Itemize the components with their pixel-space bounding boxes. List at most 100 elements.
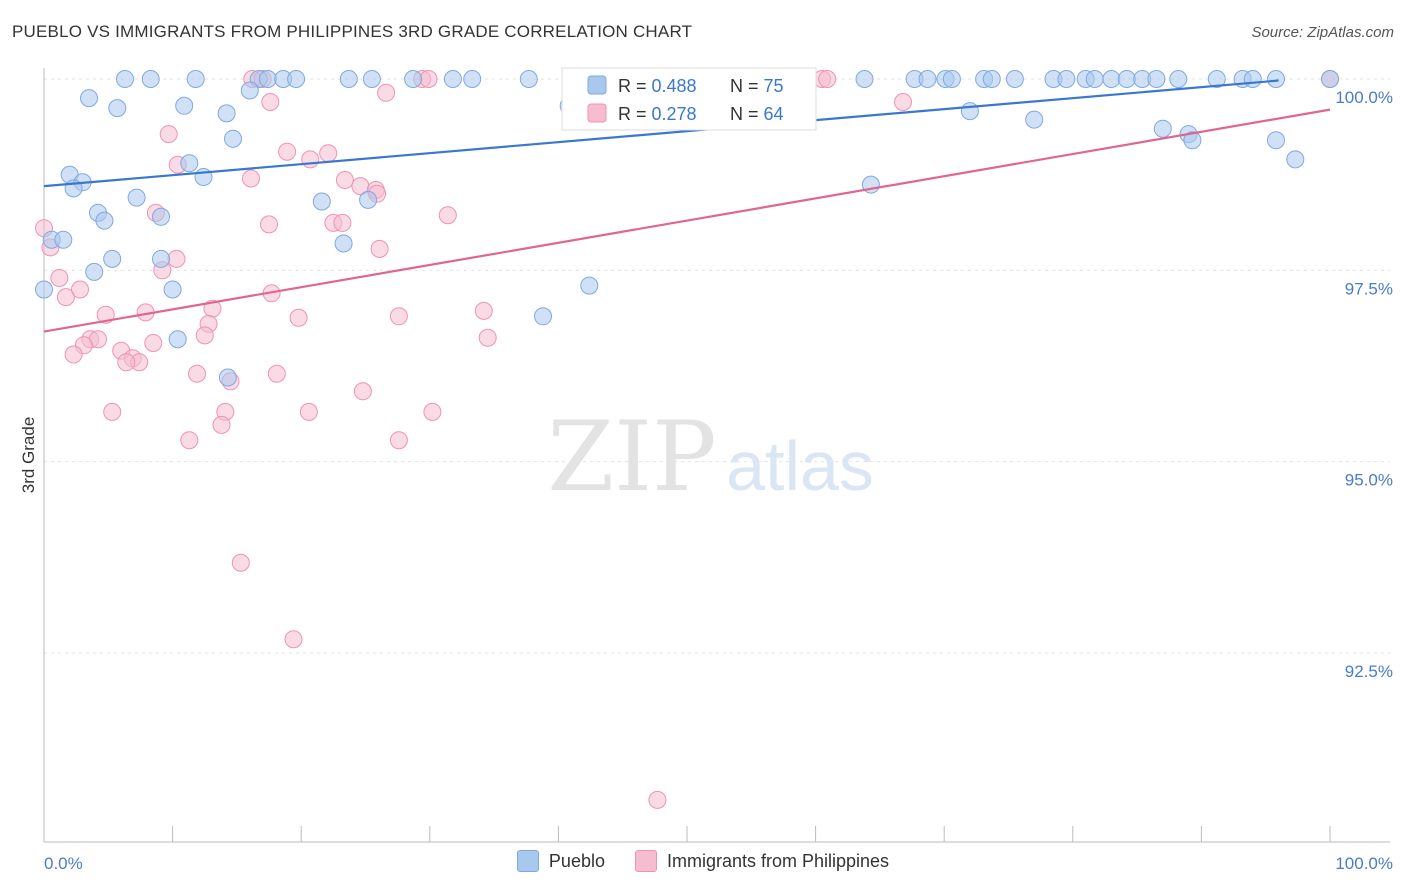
pueblo-point xyxy=(960,102,979,121)
legend-swatch-pueblo xyxy=(516,850,539,872)
immigrants-point xyxy=(96,305,115,324)
x-tick-label: 100.0% xyxy=(1335,854,1393,873)
pueblo-point xyxy=(240,81,259,100)
stats-box: R = 0.488 N = 75 R = 0.278 N = 64 xyxy=(561,67,817,131)
pueblo-point xyxy=(1169,70,1188,88)
immigrants-point xyxy=(231,553,250,572)
stats-r-label: R = xyxy=(618,104,652,124)
stats-n-value: 75 xyxy=(764,76,784,96)
stats-n-label: N = xyxy=(730,104,764,124)
y-tick-label: 92.5% xyxy=(1345,662,1393,681)
pueblo-point xyxy=(1321,70,1339,88)
immigrants-point xyxy=(423,402,442,421)
pueblo-point xyxy=(1286,150,1305,169)
chart-title: PUEBLO VS IMMIGRANTS FROM PHILIPPINES 3R… xyxy=(12,22,693,41)
y-tick-label: 100.0% xyxy=(1335,88,1393,107)
y-tick-label: 95.0% xyxy=(1345,471,1393,490)
pueblo-point xyxy=(217,104,236,123)
pueblo-point xyxy=(1117,70,1136,88)
pueblo-point xyxy=(1005,70,1024,88)
legend: Pueblo Immigrants from Philippines xyxy=(0,850,1406,872)
immigrants-point xyxy=(377,83,396,102)
watermark-zip: ZIP xyxy=(547,401,716,513)
immigrants-point xyxy=(261,93,280,111)
immigrants-point xyxy=(389,307,408,326)
legend-label-immigrants: Immigrants from Philippines xyxy=(666,850,890,871)
pueblo-point xyxy=(1183,131,1202,150)
pueblo-point xyxy=(855,70,874,88)
immigrants-point xyxy=(167,249,186,268)
immigrants-point xyxy=(389,431,408,450)
pueblo-point xyxy=(519,70,538,88)
stats-swatch-immigrants xyxy=(587,103,607,123)
pueblo-point xyxy=(1267,70,1285,88)
trend-lines xyxy=(43,79,1331,333)
legend-swatch-immigrants xyxy=(634,850,657,872)
pueblo-point xyxy=(180,154,199,173)
pueblo-point xyxy=(163,280,182,299)
immigrants-point xyxy=(103,402,122,421)
immigrants-point xyxy=(212,415,231,434)
pueblo-point xyxy=(224,129,242,148)
svg-text:N = 64: N = 64 xyxy=(730,104,784,124)
pueblo-point xyxy=(85,262,104,281)
immigrants-point xyxy=(284,630,303,649)
pueblo-point xyxy=(918,70,937,88)
pueblo-point xyxy=(312,192,331,211)
pueblo-point xyxy=(152,249,170,268)
pueblo-point xyxy=(127,188,146,207)
pueblo-point xyxy=(116,70,134,88)
stats-swatch-pueblo xyxy=(587,75,607,95)
pueblo-trend-line xyxy=(43,79,1279,188)
legend-label-pueblo: Pueblo xyxy=(548,850,605,871)
stats-r-label: R = xyxy=(618,76,652,96)
immigrants-trend-line xyxy=(43,108,1331,333)
immigrants-point xyxy=(818,70,837,88)
stats-n-label: N = xyxy=(730,76,764,96)
pueblo-point xyxy=(1147,70,1166,88)
pueblo-point xyxy=(942,70,961,88)
pueblo-point xyxy=(141,70,160,88)
pueblo-point xyxy=(218,368,237,387)
immigrants-point xyxy=(648,790,667,809)
tick-labels: 100.0% 97.5% 95.0% 92.5% 0.0% 100.0% xyxy=(44,88,1393,873)
pueblo-point xyxy=(1267,131,1285,150)
legend-item-immigrants[interactable]: Immigrants from Philippines xyxy=(634,850,890,872)
immigrants-point xyxy=(242,169,260,188)
immigrants-point xyxy=(180,431,199,450)
pueblo-point xyxy=(168,330,187,349)
pueblo-point xyxy=(108,99,127,118)
immigrants-point xyxy=(353,382,372,401)
pueblo-point xyxy=(54,230,73,249)
svg-text:R = 0.278: R = 0.278 xyxy=(618,104,697,124)
watermark-atlas: atlas xyxy=(726,427,874,505)
immigrants-point xyxy=(335,171,354,189)
immigrants-point xyxy=(478,328,497,347)
immigrants-point xyxy=(260,215,278,234)
pueblo-point xyxy=(1085,70,1104,88)
pueblo-point xyxy=(334,234,353,253)
pueblo-point xyxy=(95,211,114,230)
legend-item-pueblo[interactable]: Pueblo xyxy=(516,850,605,872)
pueblo-point xyxy=(35,280,53,299)
immigrants-point xyxy=(71,280,89,299)
pueblo-point xyxy=(103,249,122,268)
pueblo-point xyxy=(1057,70,1076,88)
pueblo-point xyxy=(1207,70,1226,88)
immigrants-point xyxy=(50,269,69,287)
pueblo-point xyxy=(982,70,1001,88)
immigrants-point xyxy=(419,70,438,88)
watermark: ZIP atlas xyxy=(547,401,874,513)
pueblo-point xyxy=(404,70,423,88)
immigrants-point xyxy=(188,364,206,383)
pueblo-point xyxy=(1243,70,1262,88)
y-tick-label: 97.5% xyxy=(1345,279,1393,298)
immigrants-point xyxy=(278,142,297,161)
pueblo-point xyxy=(258,70,277,88)
source-label[interactable]: Source: ZipAtlas.com xyxy=(1251,24,1394,41)
stats-r-value: 0.488 xyxy=(652,76,697,96)
pueblo-point xyxy=(534,307,552,326)
pueblo-point xyxy=(287,70,306,88)
immigrants-point xyxy=(144,334,163,352)
